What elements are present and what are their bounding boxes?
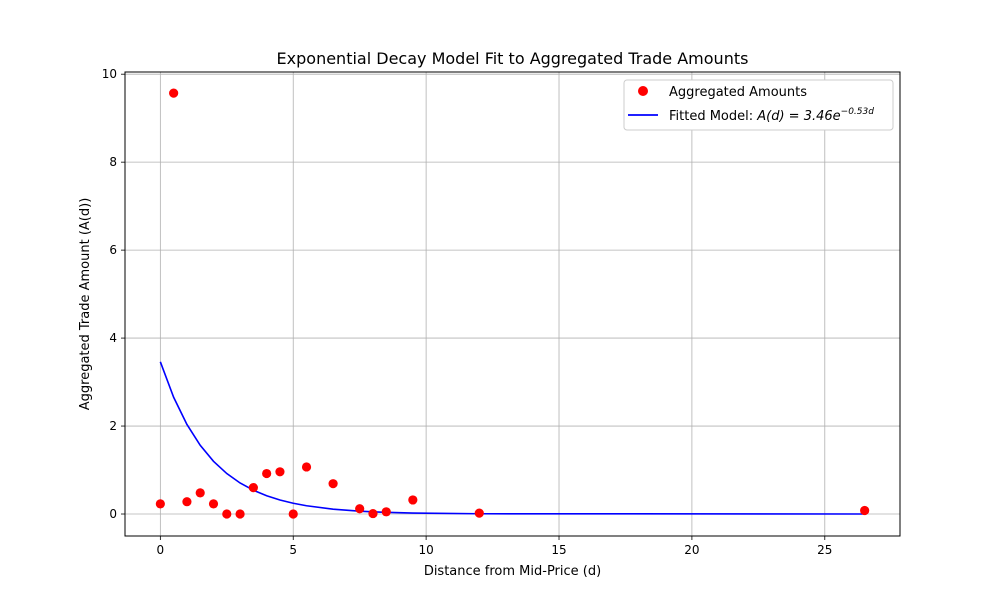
- x-axis-ticks: 0 5 10 15 20 25: [157, 536, 832, 557]
- y-tick-label: 0: [109, 507, 117, 521]
- legend-box: [623, 79, 894, 131]
- legend: Aggregated Amounts Fitted Model: A(d) = …: [623, 79, 894, 131]
- chart-title: Exponential Decay Model Fit to Aggregate…: [277, 49, 749, 68]
- data-point: [169, 88, 179, 98]
- plot-frame: [124, 71, 901, 537]
- data-point: [328, 479, 338, 489]
- legend-label-line-exponent: −0.53d: [841, 107, 875, 117]
- y-axis-label: Aggregated Trade Amount (A(d)): [78, 198, 93, 411]
- y-tick-label: 4: [109, 331, 117, 345]
- data-point: [155, 499, 165, 509]
- data-point: [381, 507, 391, 517]
- y-tick-label: 8: [109, 155, 117, 169]
- points-layer: [155, 88, 870, 519]
- legend-label-points: Aggregated Amounts: [669, 85, 807, 100]
- x-tick-label: 5: [289, 543, 297, 557]
- data-point: [182, 497, 192, 507]
- data-point: [474, 508, 484, 518]
- x-tick-label: 10: [418, 543, 433, 557]
- x-tick-label: 0: [157, 543, 165, 557]
- y-tick-label: 6: [109, 243, 117, 257]
- data-point: [860, 505, 870, 516]
- data-point: [408, 495, 418, 505]
- data-point: [222, 509, 232, 519]
- legend-label-line-math: A(d) = 3.46e: [756, 109, 840, 124]
- legend-marker-points: [638, 86, 648, 96]
- y-tick-label: 2: [109, 419, 117, 433]
- data-point: [355, 504, 365, 514]
- data-point: [368, 508, 378, 519]
- x-axis-label: Distance from Mid-Price (d): [424, 564, 601, 579]
- data-point: [248, 483, 258, 493]
- data-point: [235, 509, 245, 519]
- legend-label-line: Fitted Model: A(d) = 3.46e−0.53d: [669, 107, 874, 124]
- data-point: [288, 509, 298, 519]
- data-point: [262, 468, 272, 479]
- legend-label-line-prefix: Fitted Model:: [669, 109, 757, 124]
- y-axis-ticks: 0 2 4 6 8 10: [102, 67, 125, 521]
- data-point: [275, 467, 285, 477]
- x-tick-label: 15: [551, 543, 566, 557]
- y-tick-label: 10: [102, 67, 117, 81]
- x-tick-label: 20: [684, 543, 699, 557]
- data-point: [301, 462, 312, 472]
- data-point: [195, 488, 205, 498]
- data-point: [208, 499, 219, 509]
- x-tick-label: 25: [817, 543, 832, 557]
